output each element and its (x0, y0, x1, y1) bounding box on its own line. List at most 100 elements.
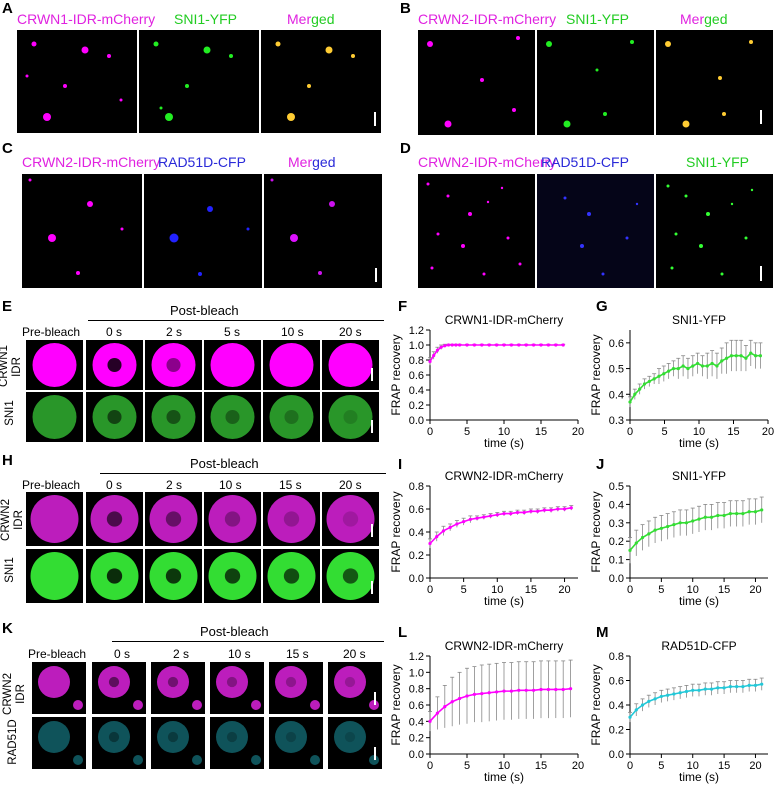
merged-part-a: Mer (287, 11, 312, 27)
channel-label-rad51d-cfp: RAD51D-CFP (158, 154, 246, 170)
frap-micrograph (92, 717, 146, 769)
frap-micrograph (32, 662, 86, 714)
series-line (429, 507, 572, 545)
channel-label-crwn2-mcherry: CRWN2-IDR-mCherry (418, 11, 557, 27)
micrograph-b-mcherry (418, 30, 535, 135)
data-point (691, 364, 695, 368)
x-tick-label: 10 (687, 584, 699, 596)
data-point (720, 359, 724, 363)
data-point (441, 529, 446, 533)
data-point (725, 356, 729, 360)
data-point (749, 351, 753, 355)
scale-bar (374, 692, 376, 705)
data-point (462, 520, 466, 524)
x-tick-label: 15 (535, 760, 547, 772)
data-point (529, 509, 533, 513)
x-tick-label: 5 (661, 426, 667, 438)
frap-chart-f: CRWN1-IDR-mCherry 0 5 10 15 20 0.0 0.2 0.4 0.6 0.8… (390, 313, 584, 450)
x-axis-label: time (s) (484, 594, 524, 608)
y-tick-label: 0.6 (409, 504, 424, 516)
post-bleach-label: Post-bleach (200, 624, 269, 639)
data-point (671, 366, 676, 371)
y-tick-label: 0.2 (409, 550, 424, 562)
data-point (652, 377, 656, 381)
frap-micrograph (32, 717, 86, 769)
data-point (709, 687, 714, 691)
data-point (676, 366, 680, 371)
data-point (666, 524, 670, 529)
data-point (722, 513, 726, 518)
frap-micrograph (86, 340, 143, 390)
frap-micrograph (26, 340, 83, 390)
scale-bar (371, 524, 373, 537)
data-point (546, 343, 550, 347)
x-tick-label: 15 (718, 584, 730, 596)
chart-title: SNI1-YFP (672, 469, 726, 483)
y-axis-label: FRAP recovery (590, 664, 603, 745)
x-tick-label: 0 (627, 426, 633, 438)
data-point (450, 700, 454, 704)
time-label: 15 s (286, 647, 309, 661)
data-point (691, 688, 695, 692)
x-axis-label: time (s) (679, 770, 719, 784)
frap-micrograph (328, 717, 382, 769)
data-point (734, 354, 738, 358)
y-tick-label: 0.5 (609, 481, 624, 493)
data-point (472, 343, 476, 347)
data-point (628, 400, 632, 404)
frap-chart-g: SNI1-YFP 0 5 10 15 20 0.3 0.4 0.5 0.6 time (s) FRAP… (590, 313, 774, 450)
data-point (569, 506, 573, 510)
data-point (753, 354, 758, 358)
data-point (509, 343, 513, 347)
chart-title: CRWN1-IDR-mCherry (445, 313, 563, 327)
y-axis-label: FRAP recovery (390, 664, 403, 745)
panel-label-j: J (596, 456, 605, 473)
y-axis-label: FRAP recovery (590, 334, 603, 415)
time-label: 20 s (343, 647, 366, 661)
data-point (703, 515, 707, 519)
panel-label-i: I (398, 456, 403, 473)
frap-micrograph (263, 392, 320, 442)
y-tick-label: 0.0 (609, 573, 624, 585)
x-tick-label: 0 (427, 760, 433, 772)
row-label-sni1: SNI1 (4, 557, 16, 583)
frap-micrograph (328, 662, 382, 714)
x-tick-label: 0 (427, 584, 433, 596)
y-tick-label: 0.0 (409, 749, 424, 761)
y-tick-label: 0.6 (609, 676, 624, 688)
data-point (509, 689, 513, 693)
data-point (542, 508, 546, 512)
data-point (697, 517, 701, 521)
data-point (642, 382, 647, 386)
data-point (509, 512, 513, 516)
data-point (546, 687, 550, 692)
chart-title: RAD51D-CFP (661, 639, 736, 653)
frap-chart-m: RAD51D-CFP 0 5 10 15 20 0.0 0.2 0.4 0.6 0.8 time (s… (590, 639, 768, 784)
merged-part-a: Mer (680, 11, 705, 27)
data-point (716, 513, 720, 518)
merged-part-b: ged (312, 154, 336, 170)
frap-micrograph (26, 549, 83, 603)
data-point (532, 688, 536, 692)
frap-micrograph (86, 549, 143, 603)
y-tick-label: 0.4 (609, 700, 624, 712)
data-point (697, 688, 701, 692)
merged-part-a: Mer (288, 154, 313, 170)
data-point (640, 535, 645, 540)
x-tick-label: 15 (718, 760, 730, 772)
post-bleach-line (88, 320, 384, 321)
frap-micrograph (269, 717, 323, 769)
series-line (629, 509, 762, 551)
scale-bar (371, 420, 373, 433)
data-point (633, 392, 637, 396)
panel-label-g: G (596, 298, 608, 315)
data-point (515, 510, 520, 515)
time-label: 10 s (281, 325, 304, 339)
data-point (710, 361, 714, 366)
y-axis-label: FRAP recovery (390, 491, 403, 572)
scale-bar (374, 112, 376, 126)
y-axis-label: FRAP recovery (390, 334, 403, 415)
data-point (657, 374, 661, 378)
data-point (562, 507, 567, 511)
data-point (502, 689, 506, 693)
